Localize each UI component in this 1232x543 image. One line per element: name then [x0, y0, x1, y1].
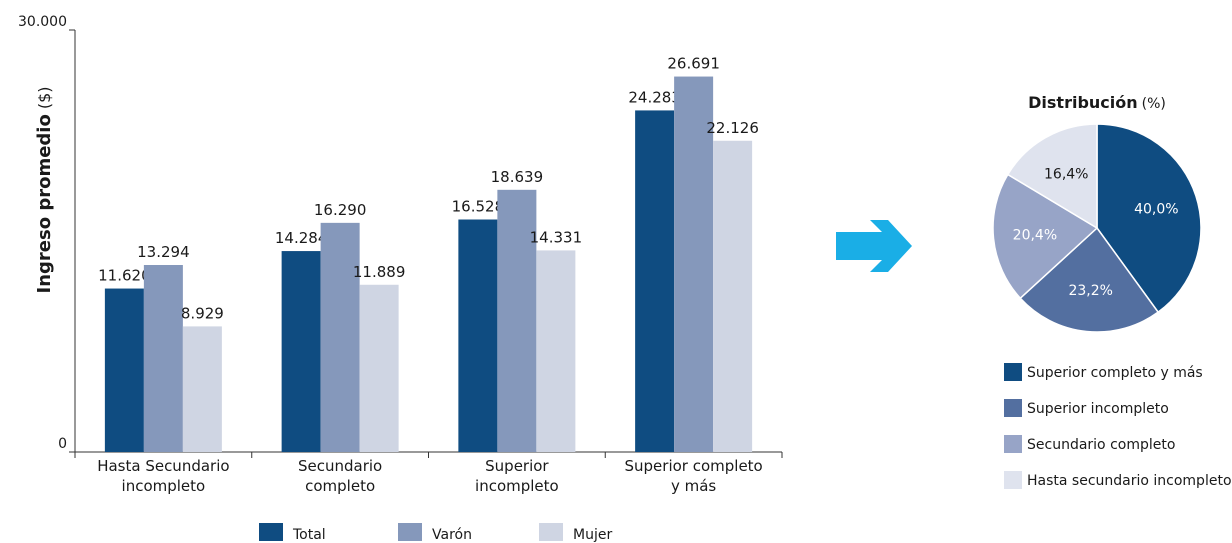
pie-legend-label: Hasta secundario incompleto [1027, 473, 1232, 489]
pie-legend-label: Superior incompleto [1027, 401, 1169, 417]
bar-varn-3 [674, 76, 714, 452]
bar-value-label: 14.331 [530, 228, 583, 246]
x-tick-label: incompleto [122, 477, 206, 495]
bar-value-label: 11.620 [98, 267, 151, 285]
pie-slice-label: 16,4% [1044, 167, 1088, 183]
y-axis-title: Ingreso promedio ($) [34, 86, 55, 293]
pie-legend-swatch [1004, 471, 1022, 489]
pie-legend-label: Superior completo y más [1027, 365, 1203, 381]
bar-mujer-3 [713, 140, 753, 453]
right-arrow-icon [836, 220, 912, 272]
bar-value-label: 14.284 [275, 229, 328, 247]
x-tick-label: y más [671, 477, 716, 495]
bar-varn-2 [497, 189, 537, 452]
pie-slice-label: 20,4% [1013, 227, 1057, 243]
legend-label: Mujer [573, 527, 612, 543]
legend-swatch [539, 523, 563, 541]
bar-mujer-0 [182, 326, 222, 452]
bar-value-label: 8.929 [181, 304, 224, 322]
pie-slice-0 [1096, 123, 1202, 314]
x-tick-label: Superior completo [625, 457, 763, 475]
pie-legend-label: Secundario completo [1027, 437, 1175, 453]
pie-slice-label: 40,0% [1134, 202, 1178, 218]
pie-slice-3 [1006, 123, 1098, 230]
bar-mujer-1 [359, 284, 399, 452]
bar-total-3 [635, 110, 675, 453]
pie-legend-swatch [1004, 363, 1022, 381]
bar-total-1 [281, 251, 321, 452]
y-axis-title-unit: ($) [35, 86, 54, 109]
y-axis-title-main: Ingreso promedio [34, 114, 55, 293]
pie-title-main: Distribución [1028, 93, 1138, 112]
x-tick-label: Superior [485, 457, 549, 475]
bar-value-label: 22.126 [706, 119, 759, 137]
bar-value-label: 24.283 [628, 88, 681, 106]
bar-value-label: 16.528 [452, 198, 505, 216]
y-tick-label: 30.000 [18, 14, 67, 30]
legend-swatch [398, 523, 422, 541]
x-tick-label: completo [305, 477, 375, 495]
bar-value-label: 13.294 [137, 243, 190, 261]
bar-total-2 [458, 219, 498, 452]
pie-title: Distribución (%) [1028, 93, 1166, 112]
bar-value-label: 18.639 [491, 168, 544, 186]
legend-label: Total [292, 527, 326, 543]
bar-value-label: 11.889 [353, 263, 406, 281]
pie-legend-swatch [1004, 399, 1022, 417]
pie-legend-swatch [1004, 435, 1022, 453]
pie-slice-1 [1019, 226, 1160, 333]
bar-value-label: 26.691 [667, 55, 720, 73]
bar-total-0 [104, 288, 144, 452]
x-tick-label: incompleto [475, 477, 559, 495]
bar-mujer-2 [536, 250, 576, 452]
pie-title-unit: (%) [1142, 96, 1166, 112]
x-tick-label: Hasta Secundario [97, 457, 229, 475]
bar-varn-1 [320, 222, 360, 452]
bar-value-label: 16.290 [314, 201, 367, 219]
pie-slice-2 [992, 173, 1099, 300]
legend-swatch [259, 523, 283, 541]
legend-label: Varón [432, 527, 472, 543]
bar-varn-0 [143, 264, 183, 452]
y-tick-label: 0 [58, 436, 67, 452]
pie-slice-label: 23,2% [1068, 283, 1112, 299]
x-tick-label: Secundario [298, 457, 382, 475]
